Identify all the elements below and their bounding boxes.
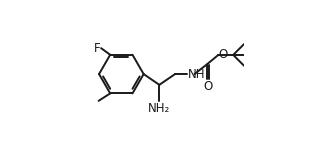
Text: O: O	[219, 48, 228, 61]
Text: NH: NH	[188, 68, 205, 81]
Text: O: O	[203, 79, 213, 93]
Text: NH₂: NH₂	[148, 102, 170, 115]
Text: F: F	[94, 42, 100, 55]
